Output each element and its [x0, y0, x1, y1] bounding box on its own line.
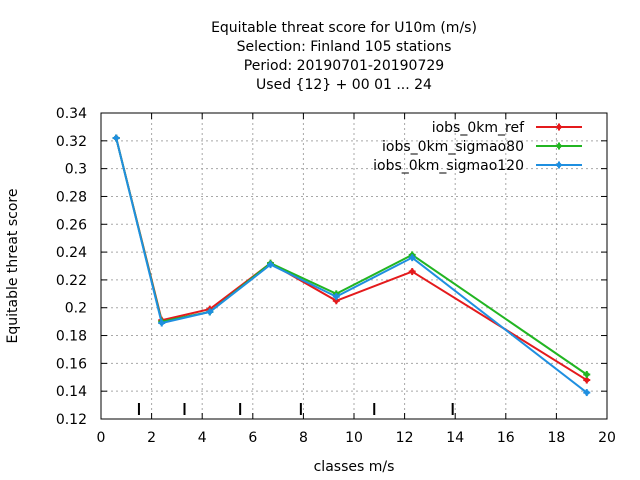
data-point-dot — [268, 262, 274, 268]
legend-label: iobs_0km_ref — [432, 120, 525, 136]
x-tick-label: 4 — [198, 430, 207, 446]
grid — [101, 113, 607, 419]
legend: iobs_0km_ref iobs_0km_sigmao80 iobs_0km_si… — [373, 120, 582, 174]
y-tick-label: 0.22 — [56, 273, 87, 289]
legend-label: iobs_0km_sigmao120 — [373, 158, 524, 174]
y-tick-label: 0.16 — [56, 356, 87, 372]
data-point-dot — [584, 377, 590, 383]
data-point — [408, 254, 416, 262]
x-tick-label: 2 — [147, 430, 156, 446]
chart-title: Equitable threat score for U10m (m/s) Sel… — [211, 20, 477, 93]
data-point — [583, 389, 591, 397]
data-point-dot — [159, 320, 165, 326]
data-point — [408, 268, 416, 276]
legend-label: iobs_0km_sigmao80 — [382, 139, 524, 155]
y-tick-label: 0.2 — [65, 301, 87, 317]
y-tick-label: 0.14 — [56, 384, 87, 400]
y-tick-label: 0.26 — [56, 217, 87, 233]
data-point-dot — [333, 298, 339, 304]
data-point — [158, 319, 166, 327]
x-tick-label: 12 — [396, 430, 414, 446]
series-lines — [112, 134, 591, 397]
data-point — [112, 134, 120, 142]
data-point-dot — [333, 294, 339, 300]
x-tick-label: 8 — [299, 430, 308, 446]
x-tick-label: 20 — [598, 430, 616, 446]
title-line: Equitable threat score for U10m (m/s) — [211, 20, 477, 36]
title-line: Period: 20190701-20190729 — [244, 58, 444, 74]
y-tick-label: 0.34 — [56, 106, 87, 122]
x-tick-label: 6 — [248, 430, 257, 446]
data-point-dot — [207, 309, 213, 315]
x-tick-label: 16 — [497, 430, 515, 446]
x-tick-label: 10 — [345, 430, 363, 446]
axes: 0 2 4 6 8 10 12 14 16 18 20 0.12 0.14 0.16 0.18 0.2 0.22… — [56, 106, 616, 446]
y-tick-label: 0.3 — [65, 162, 87, 178]
data-point — [332, 293, 340, 301]
y-tick-label: 0.18 — [56, 329, 87, 345]
data-point-dot — [584, 371, 590, 377]
y-axis-label: Equitable threat score — [5, 189, 21, 344]
title-line: Selection: Finland 105 stations — [237, 39, 452, 55]
data-point — [206, 308, 214, 316]
data-point — [583, 370, 591, 378]
data-point-dot — [584, 390, 590, 396]
y-tick-label: 0.28 — [56, 189, 87, 205]
y-tick-label: 0.12 — [56, 412, 87, 428]
x-tick-label: 18 — [547, 430, 565, 446]
legend-marker-dot — [556, 162, 562, 168]
class-boundary-ticks — [137, 403, 454, 415]
x-tick-label: 14 — [446, 430, 464, 446]
data-point — [332, 297, 340, 305]
data-point-dot — [113, 135, 119, 141]
data-point-dot — [409, 269, 415, 275]
y-tick-label: 0.32 — [56, 134, 87, 150]
data-point — [267, 261, 275, 269]
legend-marker-dot — [556, 143, 562, 149]
legend-marker-dot — [556, 124, 562, 130]
data-point-dot — [409, 255, 415, 261]
y-tick-label: 0.24 — [56, 245, 87, 261]
title-line: Used {12} + 00 01 ... 24 — [256, 77, 432, 93]
x-tick-label: 0 — [97, 430, 106, 446]
x-axis-label: classes m/s — [314, 459, 395, 475]
